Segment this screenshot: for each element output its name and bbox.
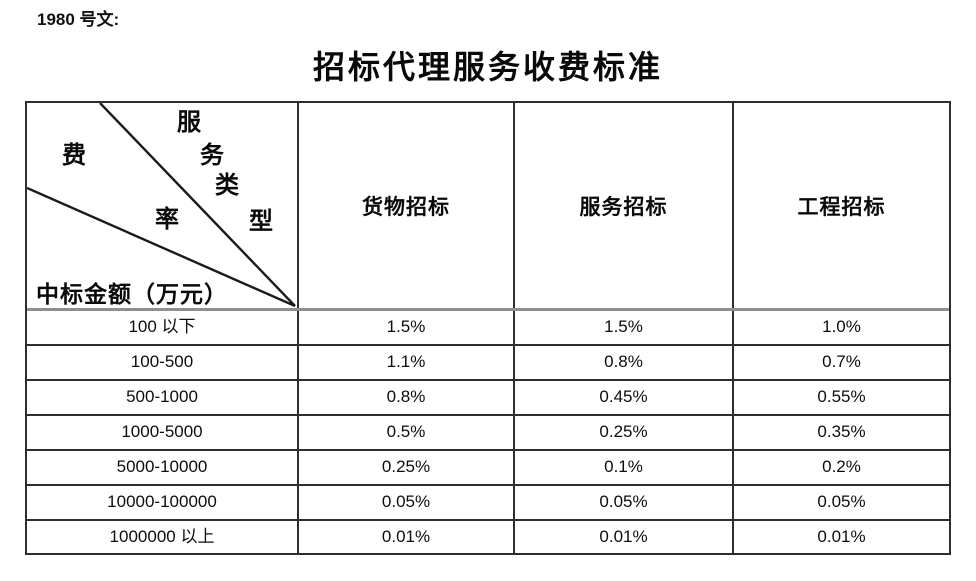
corner-char-service-2: 务 — [200, 143, 224, 169]
page-title: 招标代理服务收费标准 — [312, 49, 663, 85]
corner-amount-label: 中标金额（万元） — [36, 282, 228, 307]
cell-engineering: 0.55% — [817, 387, 866, 406]
cell-engineering: 0.35% — [817, 422, 866, 441]
corner-char-rate: 率 — [155, 207, 179, 233]
column-header-service: 服务招标 — [515, 103, 734, 308]
corner-char-fee: 费 — [62, 143, 86, 169]
column-header-goods: 货物招标 — [299, 103, 515, 308]
table-row: 100 以下 1.5% 1.5% 1.0% — [27, 311, 949, 346]
cell-goods: 0.5% — [299, 416, 515, 449]
column-header-engineering: 工程招标 — [797, 194, 886, 219]
row-label: 100 以下 — [27, 311, 299, 344]
table-row: 10000-100000 0.05% 0.05% 0.05% — [27, 486, 949, 521]
row-label: 1000-5000 — [27, 416, 299, 449]
row-label: 5000-10000 — [27, 451, 299, 484]
row-label: 100-500 — [27, 346, 299, 379]
cell-service: 0.45% — [515, 381, 734, 414]
cell-goods: 0.01% — [299, 521, 515, 553]
table-row: 1000000 以上 0.01% 0.01% 0.01% — [27, 521, 949, 553]
cell-service: 1.5% — [515, 311, 734, 344]
cell-service: 0.05% — [515, 486, 734, 519]
row-label: 500-1000 — [27, 381, 299, 414]
cell-service: 0.1% — [515, 451, 734, 484]
cell-engineering: 0.2% — [822, 457, 861, 476]
cell-service: 0.01% — [515, 521, 734, 553]
doc-number-label: 1980 号文: — [37, 10, 120, 29]
row-label: 1000000 以上 — [27, 521, 299, 553]
cell-service: 0.8% — [515, 346, 734, 379]
cell-engineering: 0.05% — [817, 492, 866, 511]
cell-engineering: 1.0% — [822, 317, 861, 336]
table-row: 100-500 1.1% 0.8% 0.7% — [27, 346, 949, 381]
row-label: 10000-100000 — [27, 486, 299, 519]
table-header-row: 服 务 类 型 费 率 中标金额（万元） 货物招标 服务招标 工程招标 — [27, 103, 949, 311]
cell-goods: 1.5% — [299, 311, 515, 344]
corner-char-service-3: 类 — [215, 173, 239, 199]
fee-table: 服 务 类 型 费 率 中标金额（万元） 货物招标 服务招标 工程招标 100 … — [25, 101, 951, 555]
cell-engineering: 0.01% — [817, 527, 866, 546]
cell-goods: 0.8% — [299, 381, 515, 414]
table-row: 5000-10000 0.25% 0.1% 0.2% — [27, 451, 949, 486]
cell-service: 0.25% — [515, 416, 734, 449]
diagonal-lines — [27, 103, 296, 308]
table-corner-cell: 服 务 类 型 费 率 中标金额（万元） — [27, 103, 299, 308]
table-row: 1000-5000 0.5% 0.25% 0.35% — [27, 416, 949, 451]
corner-char-service-1: 服 — [177, 110, 201, 136]
table-row: 500-1000 0.8% 0.45% 0.55% — [27, 381, 949, 416]
corner-char-service-4: 型 — [249, 209, 273, 235]
cell-goods: 0.25% — [299, 451, 515, 484]
cell-goods: 1.1% — [299, 346, 515, 379]
cell-goods: 0.05% — [299, 486, 515, 519]
cell-engineering: 0.7% — [822, 352, 861, 371]
